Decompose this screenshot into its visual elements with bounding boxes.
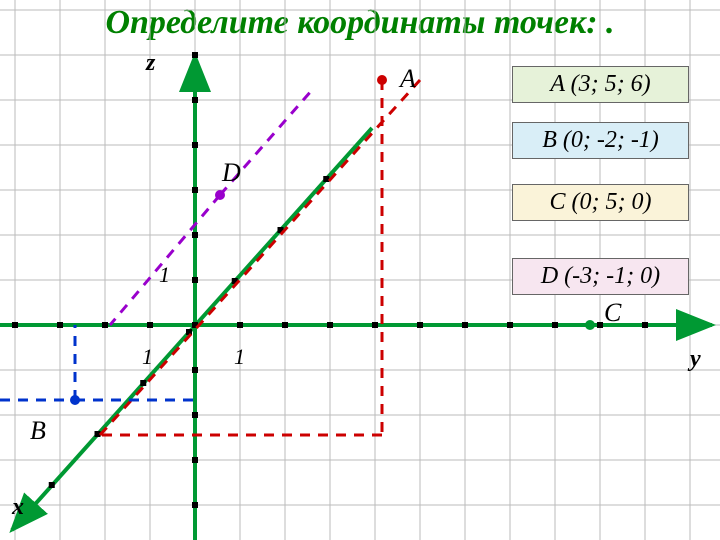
axis-label-y: y [690, 346, 701, 373]
point-label-C: C [604, 298, 621, 328]
point-label-A: A [400, 64, 416, 94]
axis-label-x: x [12, 494, 24, 521]
tick-1-y: 1 [234, 344, 245, 370]
answer-D: D (-3; -1; 0) [512, 258, 689, 295]
tick-1-z: 1 [159, 262, 170, 288]
tick-1-x: 1 [142, 344, 153, 370]
answer-C: C (0; 5; 0) [512, 184, 689, 221]
point-label-D: D [222, 158, 241, 188]
answer-A: A (3; 5; 6) [512, 66, 689, 103]
diagram-container: Определите координаты точек: . z y x 1 1… [0, 0, 720, 540]
axis-label-z: z [146, 50, 155, 77]
point-label-B: B [30, 416, 46, 446]
answer-B: B (0; -2; -1) [512, 122, 689, 159]
